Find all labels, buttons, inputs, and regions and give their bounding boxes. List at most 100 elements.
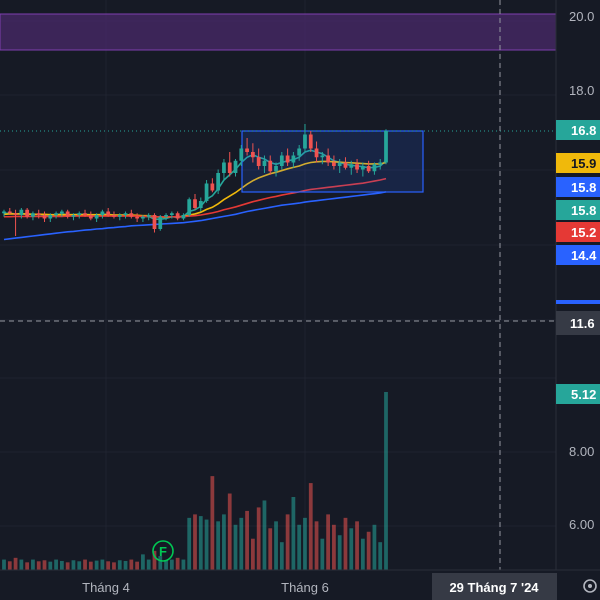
volume-bar-47 bbox=[274, 521, 278, 570]
candle-body-48 bbox=[279, 155, 284, 166]
candle-body-24 bbox=[141, 216, 145, 219]
volume-bar-15 bbox=[88, 561, 93, 570]
candle-body-33 bbox=[193, 199, 197, 208]
volume-bar-50 bbox=[291, 496, 296, 570]
volume-bar-60 bbox=[349, 528, 354, 570]
volume-bar-44 bbox=[256, 507, 261, 570]
candle-body-19 bbox=[112, 215, 116, 217]
volume-bar-64 bbox=[372, 524, 377, 570]
candlesticks bbox=[2, 124, 388, 236]
candle-body-51 bbox=[297, 148, 302, 156]
volume-bar-42 bbox=[245, 510, 249, 570]
candle-body-32 bbox=[187, 199, 192, 215]
grid bbox=[0, 0, 556, 570]
volume-bar-8 bbox=[48, 561, 53, 570]
candle-body-31 bbox=[181, 215, 186, 219]
candle-body-35 bbox=[204, 183, 209, 201]
svg-text:16.8: 16.8 bbox=[571, 123, 596, 138]
candle-body-45 bbox=[262, 160, 267, 166]
event-marker-label: F bbox=[159, 544, 167, 559]
candle-body-34 bbox=[198, 201, 203, 208]
volume-bar-31 bbox=[181, 559, 186, 570]
volume-bar-48 bbox=[279, 542, 284, 570]
volume-bar-65 bbox=[378, 542, 383, 570]
candle-body-61 bbox=[355, 164, 359, 170]
volume-bar-16 bbox=[94, 560, 99, 570]
volume-bar-61 bbox=[355, 521, 359, 570]
time-label-thang-4: Tháng 4 bbox=[82, 580, 130, 595]
candle-body-26 bbox=[152, 215, 157, 229]
volume-bar-58 bbox=[337, 535, 342, 570]
candle-body-20 bbox=[117, 215, 122, 217]
volume-bar-21 bbox=[123, 560, 128, 570]
candle-body-11 bbox=[65, 211, 70, 217]
volume-bar-62 bbox=[360, 538, 365, 570]
volume-bar-53 bbox=[308, 483, 313, 570]
volume-bar-56 bbox=[326, 514, 330, 571]
volume-bars bbox=[2, 392, 388, 571]
volume-bar-57 bbox=[332, 524, 336, 570]
volume-bar-10 bbox=[60, 560, 64, 570]
svg-text:29 Tháng 7 '24: 29 Tháng 7 '24 bbox=[449, 580, 539, 595]
candle-body-63 bbox=[366, 166, 371, 172]
candle-body-21 bbox=[123, 213, 128, 215]
volume-bar-32 bbox=[187, 517, 192, 570]
volume-bar-36 bbox=[210, 476, 215, 570]
volume-bar-12 bbox=[71, 560, 76, 570]
volume-bar-30 bbox=[175, 557, 180, 570]
svg-text:15.9: 15.9 bbox=[571, 156, 596, 171]
candle-body-18 bbox=[106, 211, 111, 215]
candle-body-49 bbox=[285, 155, 290, 163]
candle-body-66 bbox=[384, 131, 388, 163]
crosshair-price-label: 11.6 bbox=[556, 311, 600, 335]
volume-bar-37 bbox=[216, 521, 221, 570]
candle-body-58 bbox=[337, 162, 342, 166]
candle-body-37 bbox=[216, 173, 221, 191]
volume-bar-22 bbox=[129, 559, 134, 570]
candle-body-44 bbox=[256, 157, 261, 166]
volume-bar-23 bbox=[135, 561, 139, 570]
candle-body-29 bbox=[169, 213, 174, 215]
time-label-thang-6: Tháng 6 bbox=[281, 580, 329, 595]
volume-bar-14 bbox=[83, 559, 87, 570]
resistance-zone bbox=[0, 13, 557, 51]
candle-body-4 bbox=[25, 209, 30, 217]
price-tick-20: 20.0 bbox=[569, 9, 594, 24]
volume-bar-34 bbox=[198, 516, 203, 570]
volume-bar-19 bbox=[112, 562, 116, 570]
volume-bar-24 bbox=[141, 554, 145, 570]
candle-body-12 bbox=[71, 215, 76, 217]
consolidation-box[interactable] bbox=[241, 130, 424, 193]
candle-body-9 bbox=[54, 213, 58, 215]
volume-bar-66 bbox=[384, 392, 388, 570]
volume-tick-8: 8.00 bbox=[569, 444, 594, 459]
volume-bar-11 bbox=[65, 562, 70, 570]
event-marker-f[interactable]: F bbox=[152, 540, 174, 562]
settings-gear-icon[interactable] bbox=[583, 579, 597, 593]
volume-bar-18 bbox=[106, 561, 111, 570]
candle-body-54 bbox=[314, 148, 319, 158]
candle-body-53 bbox=[308, 134, 313, 149]
volume-bar-51 bbox=[297, 524, 302, 570]
price-badge-ma-blue: 14.4 bbox=[556, 245, 600, 265]
volume-bar-9 bbox=[54, 559, 58, 570]
candle-body-27 bbox=[158, 216, 163, 229]
candle-body-46 bbox=[268, 160, 273, 172]
moving-average-line-3 bbox=[3, 191, 387, 241]
volume-bar-5 bbox=[31, 559, 35, 570]
crosshair-time-label: 29 Tháng 7 '24 bbox=[432, 573, 557, 600]
volume-bar-49 bbox=[285, 514, 290, 571]
svg-text:15.2: 15.2 bbox=[571, 225, 596, 240]
volume-bar-17 bbox=[100, 559, 105, 570]
svg-text:15.8: 15.8 bbox=[571, 203, 596, 218]
volume-bar-6 bbox=[36, 561, 41, 570]
candle-body-60 bbox=[349, 164, 354, 168]
candle-body-39 bbox=[227, 162, 232, 173]
volume-bar-28 bbox=[164, 560, 168, 570]
price-tick-18: 18.0 bbox=[569, 83, 594, 98]
candle-body-28 bbox=[164, 215, 168, 217]
price-axis[interactable] bbox=[556, 0, 600, 570]
candle-body-36 bbox=[210, 183, 215, 191]
